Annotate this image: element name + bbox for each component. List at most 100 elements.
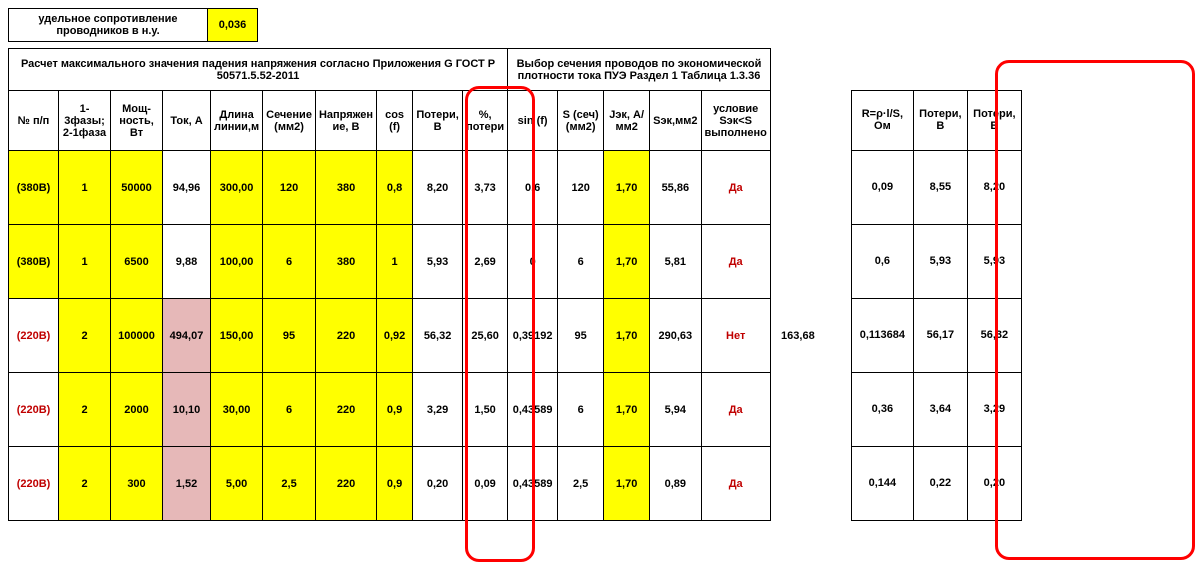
table-cell: 56,32 [413,299,463,373]
table-cell: 3,29 [413,373,463,447]
table-cell: 2,5 [263,447,316,521]
col-header: Потери, В [413,91,463,151]
side-table: R=ρ·l/S, ОмПотери, ВПотери, В0,098,558,2… [851,48,1022,521]
table-cell: 0,9 [377,447,413,521]
group-header-right: Выбор сечения проводов по экономической … [508,49,771,91]
table-cell: 1 [59,225,111,299]
table-cell: 2000 [111,373,163,447]
col-header: Ток, А [163,91,211,151]
table-cell: Да [701,373,770,447]
table-cell: 1,70 [604,373,650,447]
table-cell: 1,50 [463,373,508,447]
table-cell: 380 [315,225,376,299]
col-header: Jэк, А/мм2 [604,91,650,151]
side-col-header: Потери, В [967,90,1021,150]
table-cell: 0,6 [508,151,558,225]
table-cell: 5,81 [650,225,701,299]
col-header: cos (f) [377,91,413,151]
table-cell: 2 [59,299,111,373]
table-cell: 2,5 [558,447,604,521]
group-header-left: Расчет максимального значения падения на… [9,49,508,91]
table-cell: 220 [315,447,376,521]
table-cell: 150,00 [211,299,263,373]
side-cell: 0,20 [967,446,1021,520]
table-cell: 2 [59,373,111,447]
side-cell: 0,6 [851,224,913,298]
side-cell: 0,09 [851,150,913,224]
table-cell: 3,73 [463,151,508,225]
table-cell: 494,07 [163,299,211,373]
side-cell: 3,64 [913,372,967,446]
col-header: условие Sэк<S выполнено [701,91,770,151]
table-cell: 10,10 [163,373,211,447]
table-cell: 50000 [111,151,163,225]
table-cell: 55,86 [650,151,701,225]
col-header: Напряжен ие, В [315,91,376,151]
table-cell: 0,39192 [508,299,558,373]
main-table: Расчет максимального значения падения на… [8,48,821,521]
table-cell: 1 [59,151,111,225]
table-cell: Да [701,151,770,225]
table-cell: Да [701,447,770,521]
table-cell: 6500 [111,225,163,299]
side-cell: 8,20 [967,150,1021,224]
table-cell: 30,00 [211,373,263,447]
extra-value [770,151,820,225]
col-header: Сечение (мм2) [263,91,316,151]
side-cell: 0,22 [913,446,967,520]
side-cell: 0,113684 [851,298,913,372]
table-cell: 300 [111,447,163,521]
table-cell: 1,70 [604,447,650,521]
col-header: S (сеч) (мм2) [558,91,604,151]
table-cell: 9,88 [163,225,211,299]
side-cell: 56,32 [967,298,1021,372]
table-cell: 1 [377,225,413,299]
table-cell: 290,63 [650,299,701,373]
table-cell: 5,00 [211,447,263,521]
table-cell: 220 [315,373,376,447]
extra-value [770,373,820,447]
table-cell: 95 [263,299,316,373]
table-cell: Нет [701,299,770,373]
table-cell: 95 [558,299,604,373]
side-cell: 0,144 [851,446,913,520]
col-header: sin (f) [508,91,558,151]
side-col-header: Потери, В [913,90,967,150]
table-cell: 5,93 [413,225,463,299]
table-cell: 6 [263,225,316,299]
table-cell: 1,70 [604,299,650,373]
col-header: № п/п [9,91,59,151]
table-cell: 5,94 [650,373,701,447]
table-cell: 100,00 [211,225,263,299]
table-cell: 1,70 [604,225,650,299]
table-cell: 0,9 [377,373,413,447]
col-header: Длина линии,м [211,91,263,151]
extra-value [770,225,820,299]
table-cell: 0,20 [413,447,463,521]
table-cell: 0 [508,225,558,299]
side-cell: 0,36 [851,372,913,446]
table-cell: 120 [558,151,604,225]
col-header: Sэк,мм2 [650,91,701,151]
table-cell: (220В) [9,373,59,447]
table-cell: 100000 [111,299,163,373]
table-cell: 0,43589 [508,373,558,447]
table-cell: (220В) [9,447,59,521]
side-cell: 3,29 [967,372,1021,446]
side-cell: 8,55 [913,150,967,224]
resistivity-label: удельное сопротивление проводников в н.у… [8,8,208,42]
table-cell: (380В) [9,151,59,225]
col-header: 1-3фазы; 2-1фаза [59,91,111,151]
table-cell: 300,00 [211,151,263,225]
extra-value: 163,68 [770,299,820,373]
table-cell: 1,70 [604,151,650,225]
table-cell: 0,09 [463,447,508,521]
table-cell: 0,92 [377,299,413,373]
table-cell: 8,20 [413,151,463,225]
table-cell: 6 [558,225,604,299]
table-cell: 2 [59,447,111,521]
side-cell: 5,93 [913,224,967,298]
table-cell: 120 [263,151,316,225]
table-cell: 1,52 [163,447,211,521]
extra-value [770,447,820,521]
